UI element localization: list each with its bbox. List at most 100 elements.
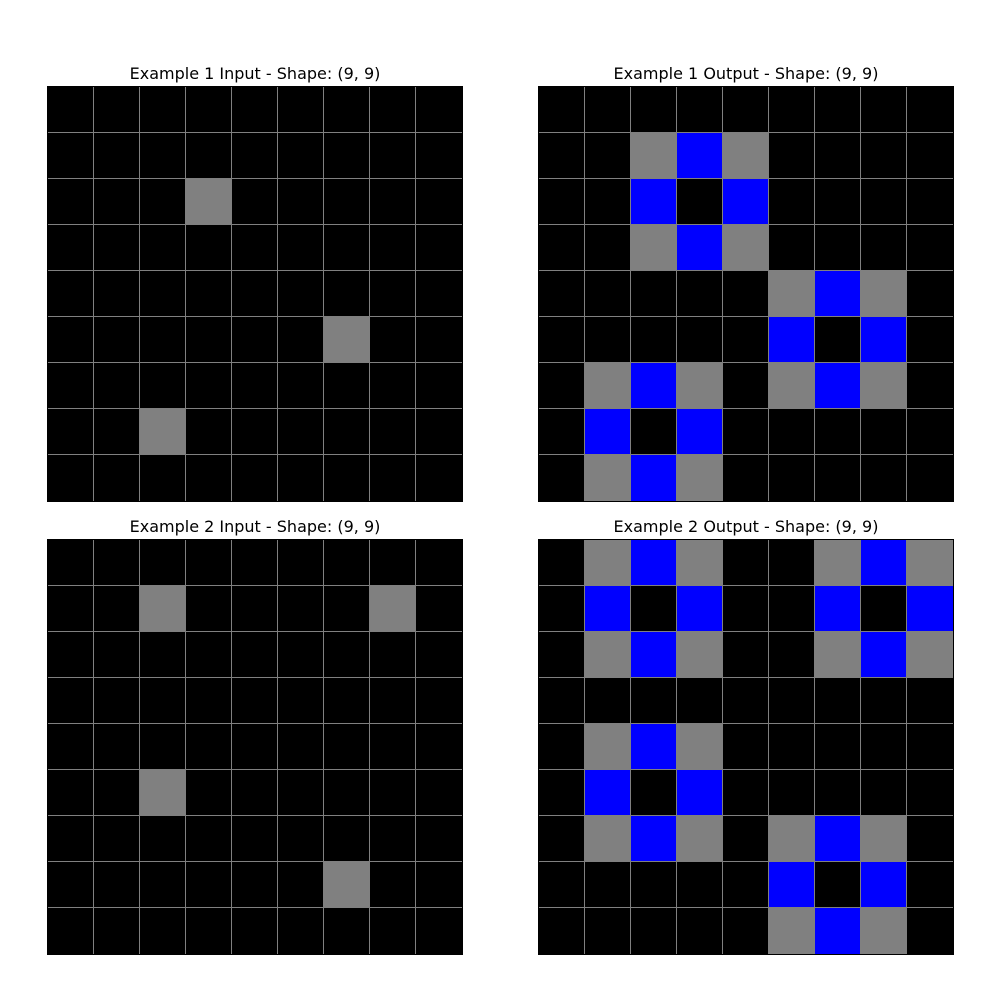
grid-cell [723,862,769,908]
grid-cell [585,540,631,586]
grid-cell [815,540,861,586]
grid-cell [539,816,585,862]
grid-cell [585,225,631,271]
grid-cell [723,632,769,678]
grid-cell [324,225,370,271]
grid-cell [815,586,861,632]
grid-cell [232,87,278,133]
grid-cell [94,271,140,317]
grid-cell [815,225,861,271]
grid-cell [324,271,370,317]
grid-cell [48,363,94,409]
grid-cell [278,455,324,501]
grid-cell [278,862,324,908]
grid-cell [416,770,462,816]
grid-cell [907,455,953,501]
grid-cell [677,133,723,179]
grid-cell [907,317,953,363]
grid-cell [723,271,769,317]
grid-cell [278,271,324,317]
grid-cell [186,770,232,816]
grid-cell [416,363,462,409]
grid-cell [907,724,953,770]
grid-cell [94,363,140,409]
grid-cell [723,409,769,455]
grid-cell [140,271,186,317]
grid-cell [539,862,585,908]
grid-cell [186,908,232,954]
grid-cell [416,540,462,586]
grid-cell [539,317,585,363]
grid-cell [631,409,677,455]
grid-cell [539,271,585,317]
grid-cell [907,586,953,632]
grid-cell [769,455,815,501]
grid-cell [585,363,631,409]
grid-cell [48,455,94,501]
grid-cell [324,133,370,179]
grid-cell [186,87,232,133]
grid-cell [907,678,953,724]
grid-cell [585,317,631,363]
grid-cell [907,816,953,862]
grid-cell [186,540,232,586]
grid-cell [416,816,462,862]
grid-cell [539,225,585,271]
grid-cell [48,87,94,133]
grid-cell [48,317,94,363]
grid-cell [324,632,370,678]
example-1-input-grid [47,86,463,502]
grid-cell [585,87,631,133]
grid-cell [324,317,370,363]
grid-cell [539,133,585,179]
grid-cell [861,770,907,816]
grid-cell [769,862,815,908]
grid-cell [861,678,907,724]
grid-cell [370,133,416,179]
grid-cell [140,133,186,179]
grid-cell [232,179,278,225]
grid-cell [232,225,278,271]
example-1-output-grid [538,86,954,502]
grid-cell [48,816,94,862]
grid-cell [631,632,677,678]
grid-cell [370,908,416,954]
grid-cell [861,225,907,271]
grid-cell [370,179,416,225]
example-2-input-grid [47,539,463,955]
grid-cell [861,133,907,179]
grid-cell [416,179,462,225]
grid-cell [907,271,953,317]
grid-cell [140,678,186,724]
grid-cell [723,317,769,363]
grid-cell [677,87,723,133]
grid-cell [631,908,677,954]
grid-cell [539,678,585,724]
grid-cell [723,770,769,816]
grid-cell [186,317,232,363]
grid-cell [815,724,861,770]
grid-cell [631,770,677,816]
grid-cell [585,179,631,225]
grid-cell [769,770,815,816]
grid-cell [539,632,585,678]
grid-cell [416,908,462,954]
grid-cell [585,908,631,954]
grid-cell [232,862,278,908]
grid-cell [140,586,186,632]
grid-cell [585,678,631,724]
grid-cell [723,225,769,271]
grid-cell [140,632,186,678]
grid-cell [278,133,324,179]
grid-cell [677,271,723,317]
grid-cell [585,862,631,908]
grid-cell [861,363,907,409]
grid-cell [631,540,677,586]
grid-cell [278,225,324,271]
grid-cell [140,816,186,862]
grid-cell [416,225,462,271]
grid-cell [48,271,94,317]
grid-cell [370,540,416,586]
grid-cell [585,409,631,455]
grid-cell [94,179,140,225]
